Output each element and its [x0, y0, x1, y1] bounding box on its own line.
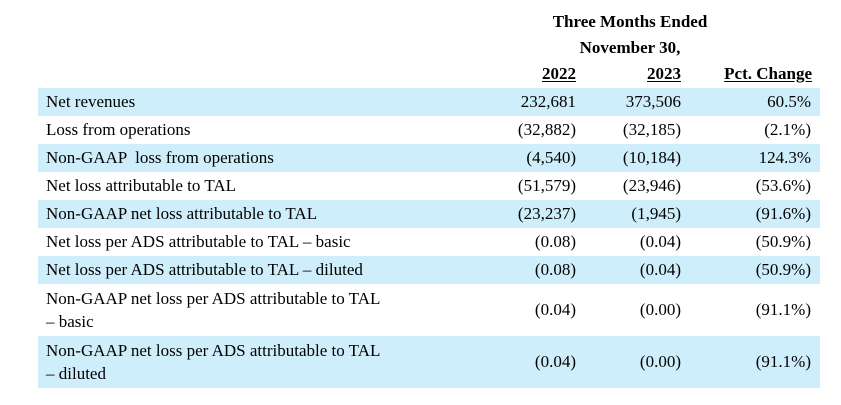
- value-2022: (0.08): [534, 232, 576, 251]
- row-label-line2: – diluted: [46, 364, 106, 383]
- period-header-line2: November 30,: [579, 38, 681, 57]
- row-label: Non-GAAP net loss per ADS attributable t…: [46, 287, 466, 333]
- table-row: Non-GAAP net loss per ADS attributable t…: [38, 284, 820, 336]
- value-2022: (51,579): [517, 176, 576, 195]
- column-header-2022: 2022: [542, 64, 576, 83]
- period-header-line1: Three Months Ended: [552, 12, 708, 31]
- value-2023: (1,945): [631, 204, 681, 223]
- value-2023: (23,946): [622, 176, 681, 195]
- row-label: Net loss per ADS attributable to TAL – d…: [46, 260, 363, 279]
- value-2023: (0.04): [639, 260, 681, 279]
- value-pct-change: (53.6%): [755, 176, 811, 195]
- row-label: Non-GAAP loss from operations: [46, 148, 274, 167]
- value-pct-change: (50.9%): [755, 232, 811, 251]
- value-2023: (32,185): [622, 120, 681, 139]
- value-2023: (10,184): [622, 148, 681, 167]
- table-row: Net loss per ADS attributable to TAL – b…: [38, 228, 820, 256]
- table-row: Non-GAAP net loss attributable to TAL (2…: [38, 200, 820, 228]
- row-label-line1: Non-GAAP net loss per ADS attributable t…: [46, 289, 381, 308]
- value-2022: (0.04): [534, 300, 576, 319]
- value-2022: (32,882): [517, 120, 576, 139]
- table-row: Loss from operations (32,882) (32,185) (…: [38, 116, 820, 144]
- row-label: Net loss attributable to TAL: [46, 176, 237, 195]
- row-label-line1: Non-GAAP net loss per ADS attributable t…: [46, 341, 381, 360]
- column-header-pct-change: Pct. Change: [724, 64, 812, 83]
- value-2023: (0.00): [639, 300, 681, 319]
- table-row: Net loss per ADS attributable to TAL – d…: [38, 256, 820, 284]
- table-row: Net revenues 232,681 373,506 60.5%: [38, 88, 820, 116]
- financial-table: Net revenues 232,681 373,506 60.5% Loss …: [38, 88, 820, 388]
- value-pct-change: (91.1%): [755, 352, 811, 371]
- value-pct-change: 124.3%: [758, 148, 811, 167]
- row-label: Net loss per ADS attributable to TAL – b…: [46, 232, 351, 251]
- value-pct-change: 60.5%: [767, 92, 811, 111]
- value-pct-change: (91.6%): [755, 204, 811, 223]
- row-label: Net revenues: [46, 92, 136, 111]
- value-2023: (0.00): [639, 352, 681, 371]
- value-2022: (23,237): [517, 204, 576, 223]
- value-pct-change: (50.9%): [755, 260, 811, 279]
- value-pct-change: (91.1%): [755, 300, 811, 319]
- value-2023: (0.04): [639, 232, 681, 251]
- row-label: Loss from operations: [46, 120, 191, 139]
- row-label: Non-GAAP net loss attributable to TAL: [46, 204, 318, 223]
- value-2022: (4,540): [526, 148, 576, 167]
- table-row: Net loss attributable to TAL (51,579) (2…: [38, 172, 820, 200]
- column-header-2023: 2023: [647, 64, 681, 83]
- row-label-line2: – basic: [46, 312, 94, 331]
- row-label: Non-GAAP net loss per ADS attributable t…: [46, 339, 466, 385]
- value-2022: (0.04): [534, 352, 576, 371]
- table-row: Non-GAAP loss from operations (4,540) (1…: [38, 144, 820, 172]
- value-2022: (0.08): [534, 260, 576, 279]
- value-pct-change: (2.1%): [764, 120, 811, 139]
- value-2022: 232,681: [520, 92, 576, 111]
- table-row: Non-GAAP net loss per ADS attributable t…: [38, 336, 820, 388]
- value-2023: 373,506: [625, 92, 681, 111]
